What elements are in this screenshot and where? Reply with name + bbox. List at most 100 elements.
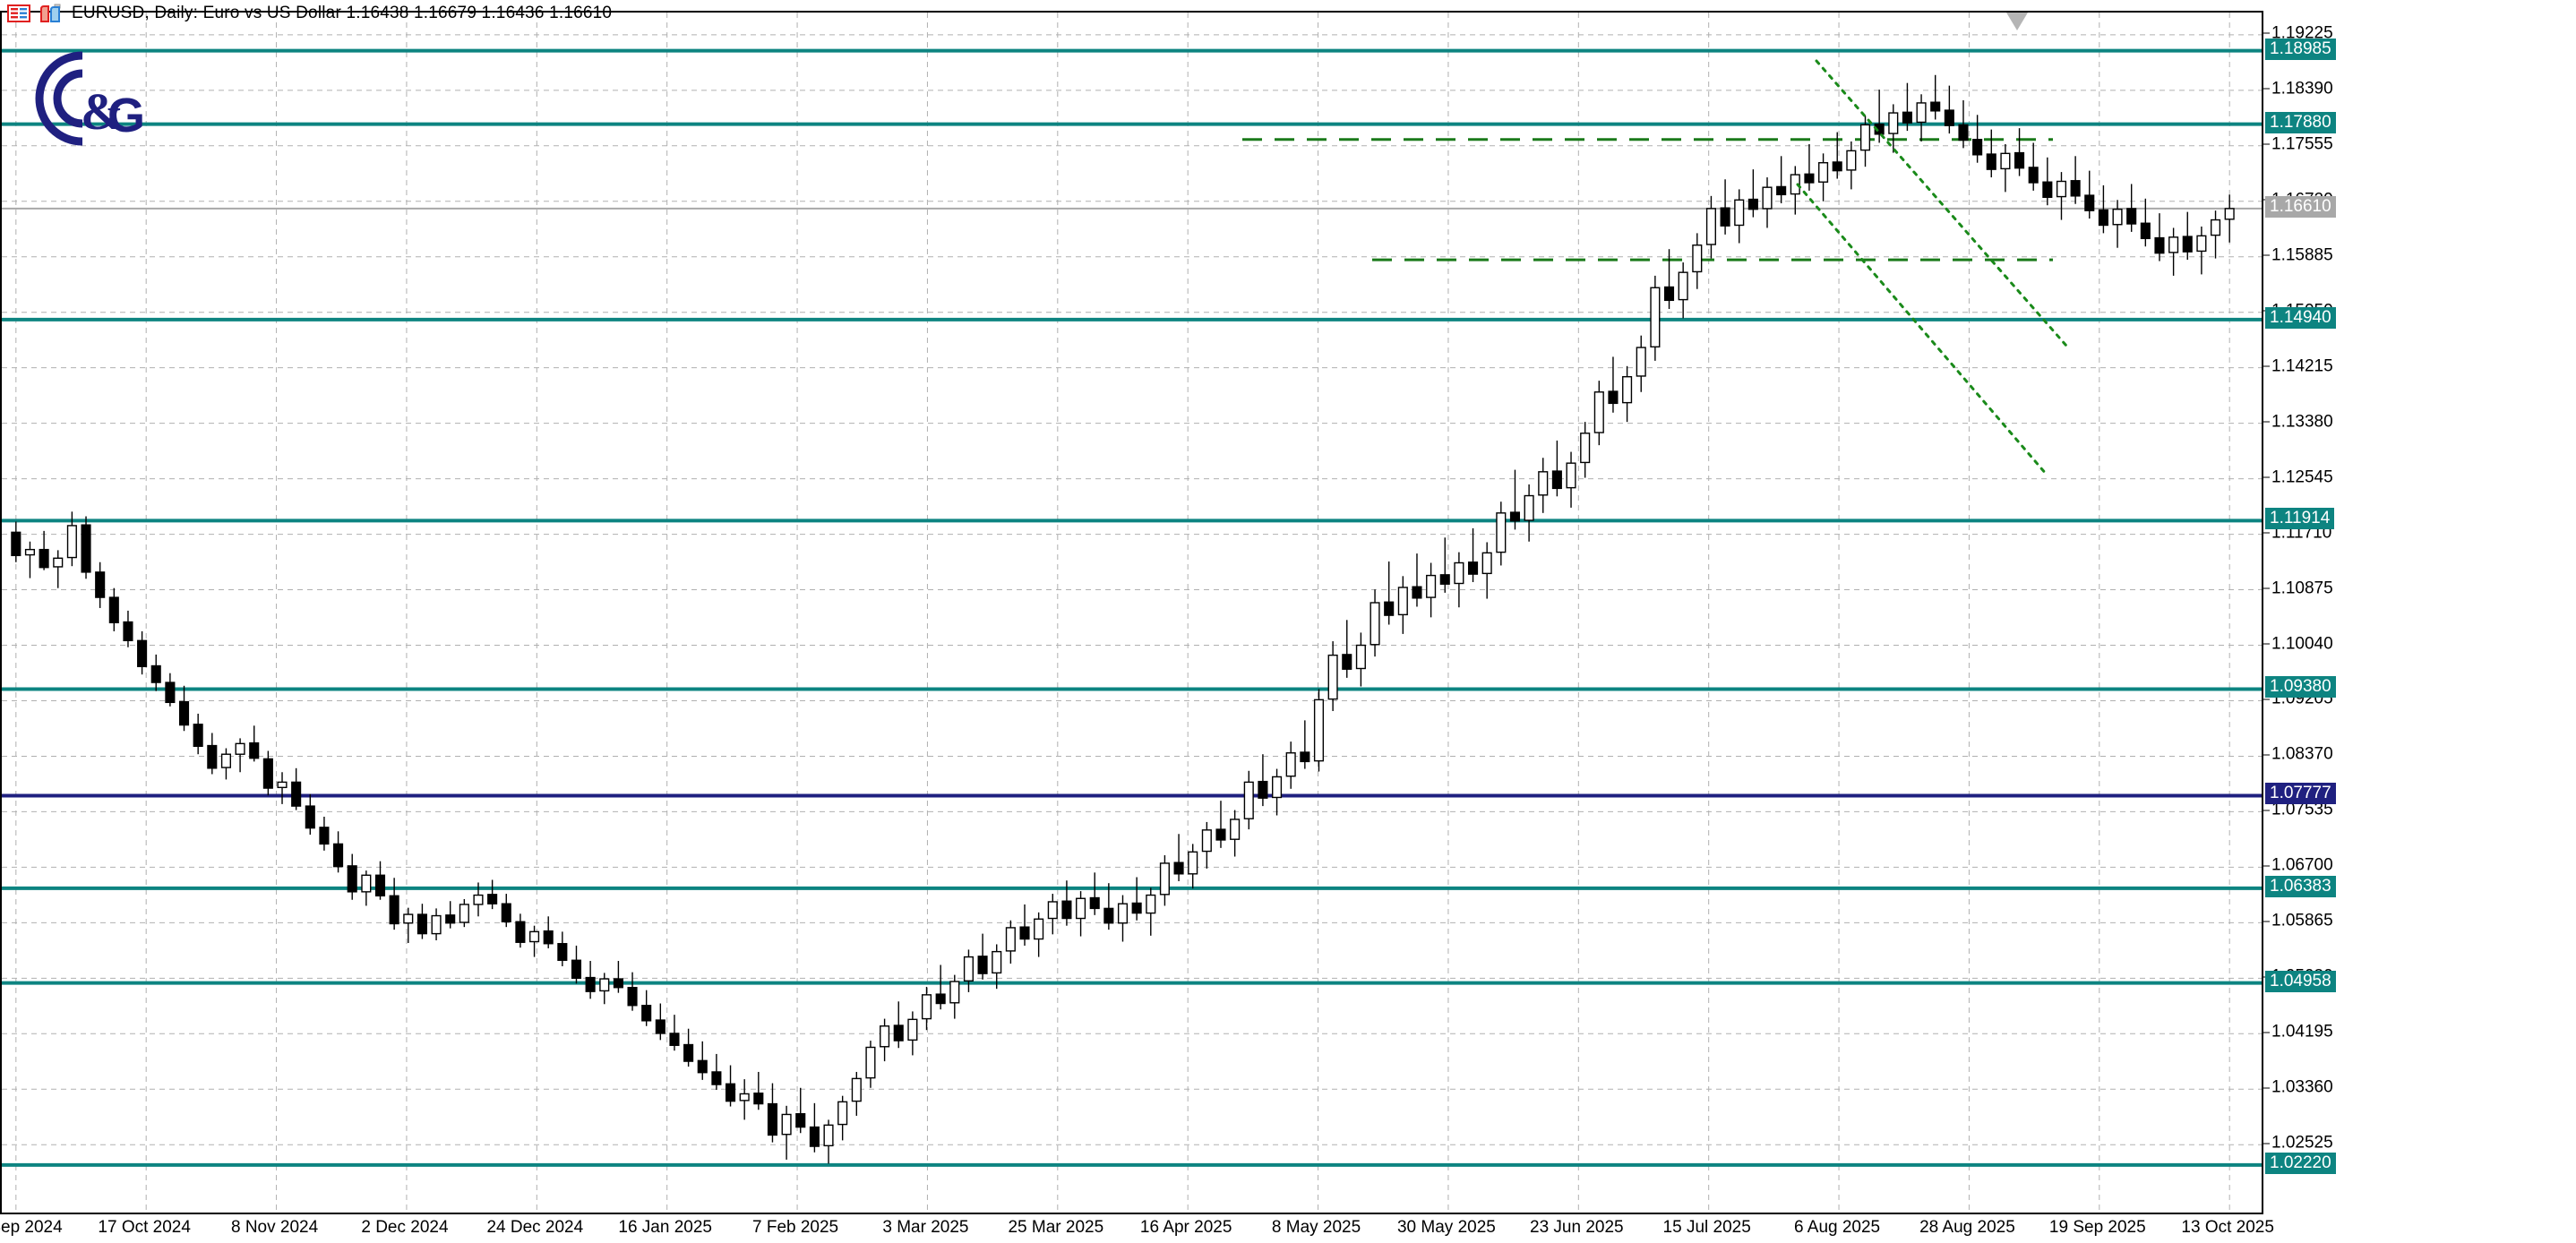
candle-body bbox=[739, 1093, 750, 1102]
candle-body bbox=[1650, 287, 1661, 347]
candle-body bbox=[1047, 901, 1058, 920]
candle-body bbox=[1832, 161, 1842, 172]
candle-body bbox=[613, 978, 623, 989]
chart-top-marker bbox=[2006, 13, 2028, 30]
candle-body bbox=[1173, 862, 1184, 875]
price-level-tag[interactable]: 1.07777 bbox=[2265, 783, 2336, 805]
date-tick: 6 Aug 2025 bbox=[1793, 1218, 1881, 1237]
candle-body bbox=[2168, 236, 2179, 253]
candle-body bbox=[1496, 512, 1507, 553]
channel-lower bbox=[1796, 183, 2048, 476]
candle-body bbox=[1342, 654, 1352, 670]
candle-body bbox=[963, 956, 974, 982]
current-price-tag[interactable]: 1.16610 bbox=[2265, 195, 2336, 218]
candle-body bbox=[1019, 926, 1030, 940]
candle-body bbox=[277, 781, 288, 789]
candle-body bbox=[1972, 139, 1983, 156]
candle-body bbox=[150, 664, 161, 683]
price-tick: 1.10040 bbox=[2263, 635, 2333, 652]
candle-body bbox=[108, 596, 119, 623]
candle-body bbox=[1300, 751, 1310, 763]
candle-body bbox=[1678, 271, 1688, 301]
candle-body bbox=[361, 874, 372, 893]
candle-body bbox=[1593, 391, 1604, 433]
candle-body bbox=[1566, 462, 1576, 489]
date-tick: 23 Jun 2025 bbox=[1530, 1218, 1624, 1237]
price-level-tag[interactable]: 1.14940 bbox=[2265, 306, 2336, 329]
candle-body bbox=[2000, 152, 2011, 170]
candle-body bbox=[893, 1024, 904, 1042]
chart-canvas bbox=[2, 13, 2262, 1213]
candle-body bbox=[1636, 347, 1646, 377]
candle-body bbox=[2070, 180, 2081, 197]
price-tick: 1.02525 bbox=[2263, 1135, 2333, 1152]
axis-bottom-border bbox=[0, 1213, 2263, 1214]
candle-body bbox=[697, 1059, 708, 1074]
candle-body bbox=[1467, 561, 1479, 575]
crosshair-marker bbox=[2006, 13, 2028, 30]
candle-body bbox=[1804, 173, 1815, 184]
candle-body bbox=[992, 950, 1002, 974]
chart-plot-area[interactable]: & G bbox=[0, 11, 2262, 1214]
price-level-tag[interactable]: 1.17880 bbox=[2265, 111, 2336, 133]
candle-body bbox=[431, 914, 442, 935]
candle-body bbox=[1846, 150, 1857, 171]
candle-body bbox=[935, 993, 946, 1005]
candle-body bbox=[53, 557, 64, 568]
candle-body bbox=[165, 682, 176, 704]
candle-body bbox=[1412, 586, 1422, 599]
candle-body bbox=[1790, 174, 1800, 195]
candle-body bbox=[655, 1019, 665, 1034]
candle-body bbox=[249, 742, 260, 759]
price-level-tag[interactable]: 1.18985 bbox=[2265, 38, 2336, 60]
candle-body bbox=[220, 753, 231, 768]
date-tick: 30 May 2025 bbox=[1396, 1218, 1496, 1237]
date-tick: 24 Dec 2024 bbox=[486, 1218, 584, 1237]
candle-body bbox=[571, 959, 582, 980]
candle-body bbox=[823, 1124, 834, 1147]
candle-body bbox=[1243, 781, 1254, 819]
price-tick: 1.15885 bbox=[2263, 246, 2333, 263]
candle-body bbox=[1916, 102, 1927, 124]
candle-body bbox=[2140, 222, 2151, 240]
candle-body bbox=[949, 981, 960, 1004]
candle-body bbox=[178, 700, 190, 726]
price-level-tag[interactable]: 1.11914 bbox=[2265, 508, 2335, 530]
price-tick: 1.13380 bbox=[2263, 413, 2333, 430]
candle-body bbox=[2210, 219, 2221, 236]
candle-body bbox=[1930, 101, 1941, 112]
candle-body bbox=[1762, 186, 1773, 210]
candle-body bbox=[487, 894, 498, 904]
candle-body bbox=[1131, 902, 1142, 914]
candle-body bbox=[781, 1113, 792, 1136]
price-tick: 1.17555 bbox=[2263, 135, 2333, 152]
candle-body bbox=[1285, 752, 1296, 777]
candle-body bbox=[669, 1033, 680, 1046]
date-axis[interactable]: 25 Sep 2024 17 Oct 2024 8 Nov 2024 2 Dec 20… bbox=[0, 1214, 2274, 1243]
candle-body bbox=[1272, 776, 1283, 799]
candle-body bbox=[1327, 654, 1338, 700]
candle-body bbox=[1818, 162, 1829, 183]
channel-upper bbox=[1815, 59, 2068, 347]
candle-body bbox=[1720, 207, 1730, 227]
price-level-tag[interactable]: 1.06383 bbox=[2265, 875, 2336, 897]
price-level-tag[interactable]: 1.02220 bbox=[2265, 1152, 2336, 1174]
candle-body bbox=[1509, 511, 1521, 522]
candle-body bbox=[753, 1093, 764, 1105]
price-level-tag[interactable]: 1.04958 bbox=[2265, 970, 2336, 992]
candle-body bbox=[1986, 153, 1996, 170]
date-tick: 19 Sep 2025 bbox=[2048, 1218, 2146, 1237]
candle-body bbox=[837, 1101, 848, 1126]
candle-body bbox=[2098, 209, 2108, 227]
price-axis[interactable]: 1.192251.183901.175551.167201.158851.150… bbox=[2262, 11, 2576, 1214]
candle-body bbox=[262, 758, 273, 789]
candle-body bbox=[2182, 236, 2193, 253]
candle-body bbox=[543, 930, 554, 945]
support-resistance-lines bbox=[2, 48, 2262, 1167]
price-level-tag[interactable]: 1.09380 bbox=[2265, 676, 2336, 699]
candle-body bbox=[795, 1113, 806, 1128]
candle-body bbox=[2042, 181, 2053, 199]
candle-body bbox=[683, 1043, 694, 1062]
date-tick: 25 Sep 2024 bbox=[0, 1218, 63, 1237]
candle-body bbox=[207, 744, 218, 769]
